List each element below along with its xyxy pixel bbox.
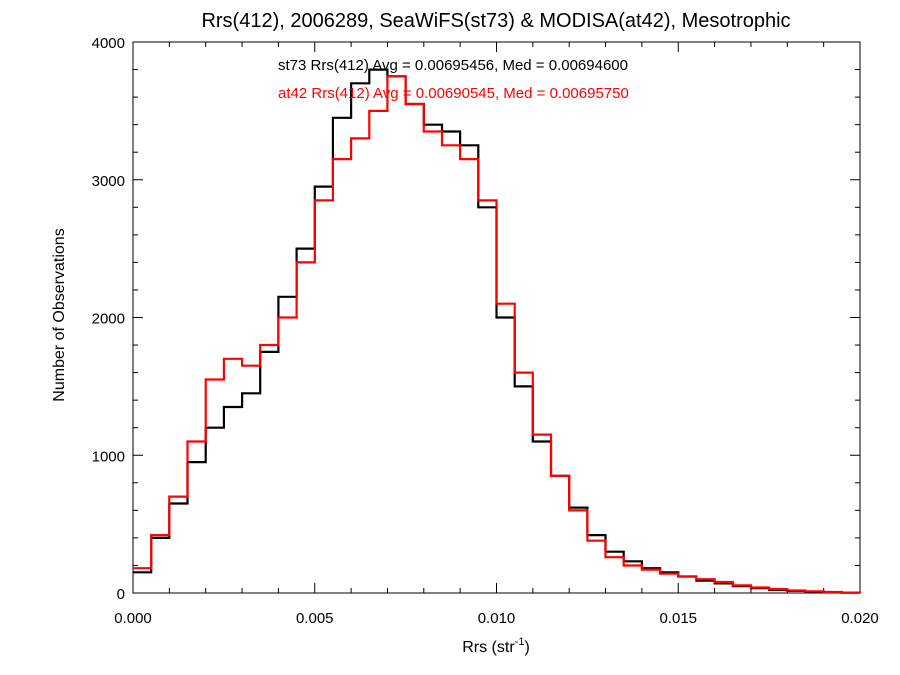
x-tick-label: 0.015 — [659, 610, 697, 627]
series-layer — [133, 68, 862, 594]
y-tick-label: 1000 — [92, 448, 125, 465]
x-tick-label: 0.000 — [114, 610, 152, 627]
axis-tick-labels: 0.000 0.005 0.010 0.015 0.020 0 1000 2000 3000 40… — [92, 35, 879, 627]
y-tick-label: 3000 — [92, 173, 125, 190]
chart-title: Rrs(412), 2006289, SeaWiFS(st73) & MODIS… — [201, 10, 790, 32]
annotations: st73 Rrs(412) Avg = 0.00695456, Med = 0.… — [278, 57, 629, 102]
series-at42-histogram — [133, 75, 862, 594]
x-axis-label-superscript: -1 — [515, 636, 525, 648]
x-tick-label: 0.020 — [841, 610, 879, 627]
x-axis-label-text: Rrs (str — [462, 639, 515, 656]
x-tick-label: 0.010 — [478, 610, 516, 627]
y-tick-label: 2000 — [92, 311, 125, 328]
series-st73-histogram — [133, 68, 862, 594]
y-axis-label: Number of Observations — [51, 228, 68, 401]
y-tick-label: 0 — [117, 586, 125, 603]
series-st73-stats-label: st73 Rrs(412) Avg = 0.00695456, Med = 0.… — [278, 57, 628, 74]
x-axis-label-close: ) — [524, 639, 529, 656]
y-tick-label: 4000 — [92, 35, 125, 52]
x-axis-label: Rrs (str-1) — [462, 636, 530, 656]
series-at42-stats-label: at42 Rrs(412) Avg = 0.00690545, Med = 0.… — [278, 85, 629, 102]
x-tick-label: 0.005 — [296, 610, 334, 627]
